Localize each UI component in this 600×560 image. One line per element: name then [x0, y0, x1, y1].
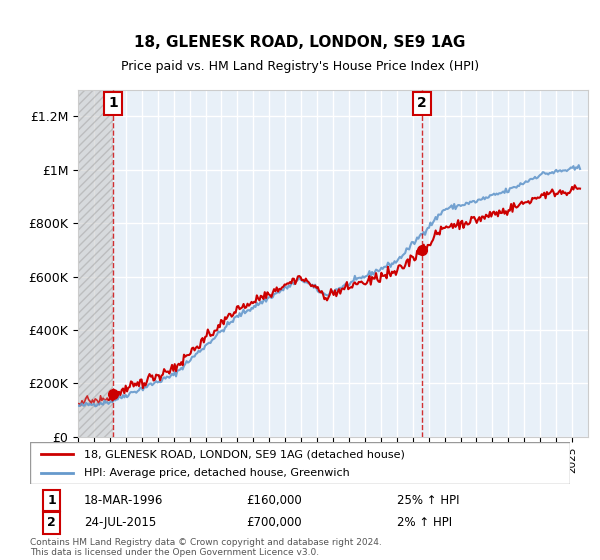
Text: £160,000: £160,000 — [246, 494, 302, 507]
Text: 24-JUL-2015: 24-JUL-2015 — [84, 516, 156, 529]
Text: 2% ↑ HPI: 2% ↑ HPI — [397, 516, 452, 529]
Text: 1: 1 — [47, 494, 56, 507]
Text: £700,000: £700,000 — [246, 516, 302, 529]
Text: 18-MAR-1996: 18-MAR-1996 — [84, 494, 163, 507]
Text: HPI: Average price, detached house, Greenwich: HPI: Average price, detached house, Gree… — [84, 468, 350, 478]
Text: 2: 2 — [47, 516, 56, 529]
Text: Price paid vs. HM Land Registry's House Price Index (HPI): Price paid vs. HM Land Registry's House … — [121, 60, 479, 73]
Text: Contains HM Land Registry data © Crown copyright and database right 2024.
This d: Contains HM Land Registry data © Crown c… — [30, 538, 382, 557]
Text: 18, GLENESK ROAD, LONDON, SE9 1AG (detached house): 18, GLENESK ROAD, LONDON, SE9 1AG (detac… — [84, 449, 405, 459]
Text: 2: 2 — [417, 96, 427, 110]
FancyBboxPatch shape — [30, 442, 570, 484]
Text: 1: 1 — [109, 96, 118, 110]
Text: 18, GLENESK ROAD, LONDON, SE9 1AG: 18, GLENESK ROAD, LONDON, SE9 1AG — [134, 35, 466, 50]
Bar — [113, 90, 588, 437]
Text: 25% ↑ HPI: 25% ↑ HPI — [397, 494, 460, 507]
Bar — [78, 90, 113, 437]
